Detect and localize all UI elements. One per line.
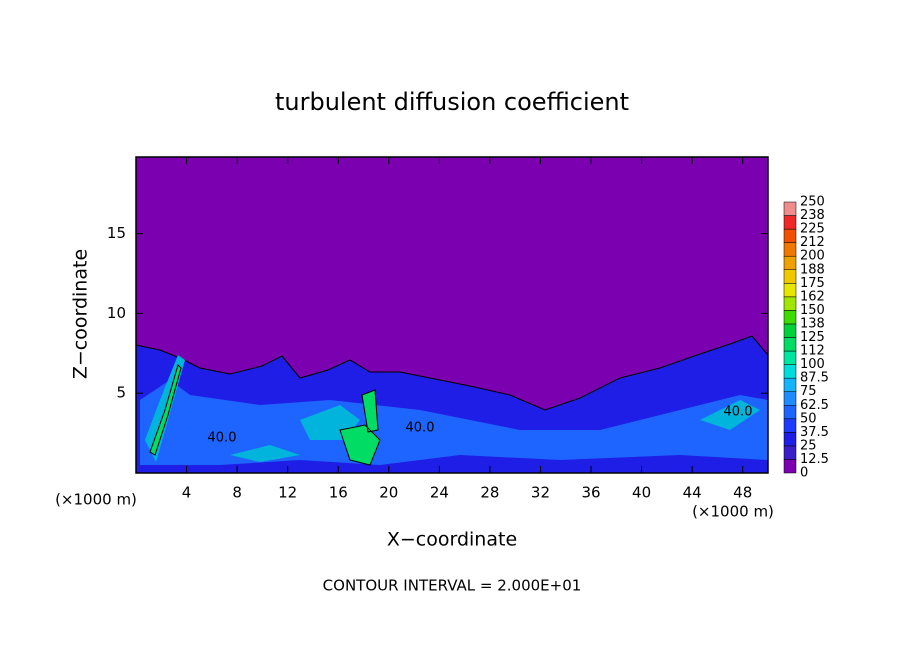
plot-frame bbox=[135, 156, 769, 474]
contour-label: 40.0 bbox=[406, 421, 435, 436]
colorbar-swatch bbox=[783, 310, 797, 325]
colorbar-swatch bbox=[783, 459, 797, 474]
colorbar-label: 12.5 bbox=[800, 452, 829, 467]
mixed-region bbox=[140, 380, 768, 465]
colorbar-label: 75 bbox=[800, 384, 817, 399]
chart-title: turbulent diffusion coefficient bbox=[275, 88, 629, 116]
colorbar-label: 37.5 bbox=[800, 425, 829, 440]
x-tick-label: 12 bbox=[278, 484, 297, 502]
x-unit-label: (×1000 m) bbox=[55, 491, 137, 509]
x-tick-label: 16 bbox=[329, 484, 348, 502]
colorbar-label: 112 bbox=[800, 344, 825, 359]
colorbar-label: 175 bbox=[800, 276, 825, 291]
y-tick-label: 10 bbox=[107, 304, 126, 322]
colorbar-swatch bbox=[783, 377, 797, 392]
colorbar-label: 238 bbox=[800, 208, 825, 223]
x-tick-label: 8 bbox=[232, 484, 242, 502]
colorbar-swatch bbox=[783, 323, 797, 338]
x-tick-label: 48 bbox=[733, 484, 752, 502]
contour-label: 40.0 bbox=[208, 431, 237, 446]
colorbar-swatch bbox=[783, 405, 797, 420]
colorbar-swatch bbox=[783, 418, 797, 433]
x-tick-label: 40 bbox=[632, 484, 651, 502]
colorbar-swatch bbox=[783, 269, 797, 284]
y-tick-label: 15 bbox=[107, 224, 126, 242]
x-tick-label: 44 bbox=[683, 484, 702, 502]
colorbar-label: 150 bbox=[800, 303, 825, 318]
x-tick-label: 20 bbox=[379, 484, 398, 502]
colorbar-label: 100 bbox=[800, 357, 825, 372]
y-axis-label: Z−coordinate bbox=[70, 249, 92, 379]
contour-label: 40.0 bbox=[724, 405, 753, 420]
colorbar-label: 162 bbox=[800, 289, 825, 304]
colorbar-swatch bbox=[783, 228, 797, 243]
x-tick-label: 32 bbox=[531, 484, 550, 502]
x-tick-label: 4 bbox=[182, 484, 192, 502]
field bbox=[135, 157, 769, 474]
colorbar-swatch bbox=[783, 242, 797, 257]
colorbar-label: 125 bbox=[800, 330, 825, 345]
colorbar-swatch bbox=[783, 350, 797, 365]
colorbar-swatch bbox=[783, 391, 797, 406]
colorbar-swatch bbox=[783, 255, 797, 271]
colorbar-label: 25 bbox=[800, 438, 817, 453]
x-axis-label: X−coordinate bbox=[387, 529, 517, 551]
colorbar-swatch bbox=[783, 201, 797, 216]
colorbar-swatch bbox=[783, 337, 797, 352]
colorbar-label: 212 bbox=[800, 235, 825, 250]
colorbar-swatch bbox=[783, 432, 797, 447]
colorbar-label: 138 bbox=[800, 316, 825, 331]
peak-mixing bbox=[149, 364, 381, 466]
x-tick-label: 28 bbox=[480, 484, 499, 502]
x-tick-label: 36 bbox=[581, 484, 600, 502]
y-tick-label: 5 bbox=[116, 384, 126, 402]
colorbar-label: 0 bbox=[800, 466, 808, 481]
colorbar-label: 62.5 bbox=[800, 398, 829, 413]
x-unit-label: (×1000 m) bbox=[692, 503, 774, 521]
colorbar-label: 250 bbox=[800, 195, 825, 210]
colorbar-label: 225 bbox=[800, 222, 825, 237]
colorbar-swatch bbox=[783, 445, 797, 460]
colorbar-label: 50 bbox=[800, 411, 817, 426]
colorbar-swatch bbox=[783, 283, 797, 298]
footer: CONTOUR INTERVAL = 2.000E+01 bbox=[323, 577, 582, 595]
x-tick-label: 24 bbox=[430, 484, 449, 502]
colorbar-swatch bbox=[783, 296, 797, 311]
colorbar-label: 200 bbox=[800, 249, 825, 264]
colorbar-swatch bbox=[783, 215, 797, 230]
colorbar-swatch bbox=[783, 364, 797, 379]
colorbar-label: 87.5 bbox=[800, 371, 829, 386]
colorbar-label: 188 bbox=[800, 262, 825, 277]
